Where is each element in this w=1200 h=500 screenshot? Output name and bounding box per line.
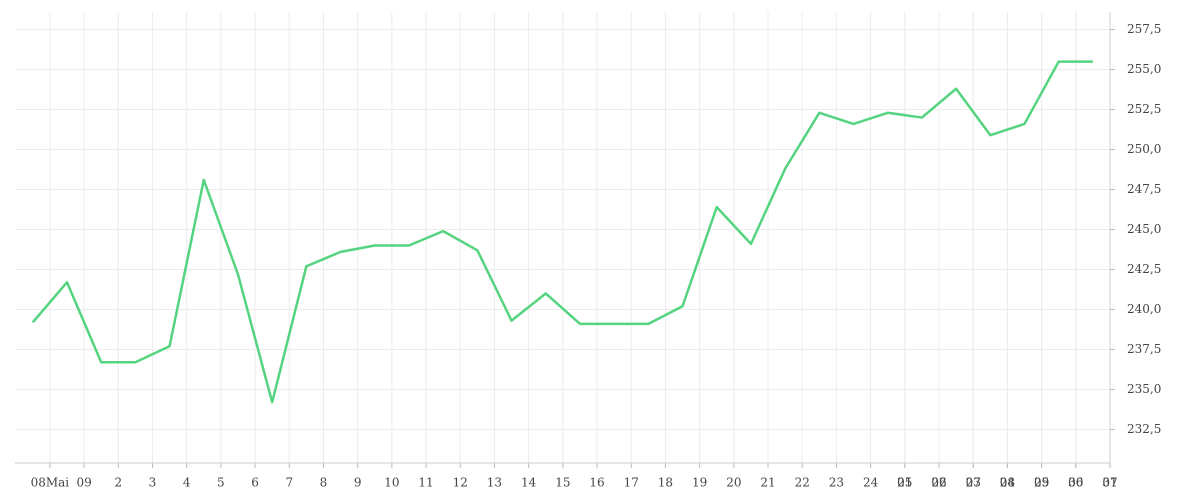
- x-tick-label: 19: [692, 476, 707, 490]
- x-tick-label: 11: [418, 476, 433, 490]
- x-tick-label: 08Mai: [31, 476, 70, 490]
- y-tick-label: 237,5: [1127, 342, 1161, 356]
- x-tick-label: 05: [1034, 476, 1049, 490]
- x-tick-label: 20: [726, 476, 741, 490]
- x-tick-label: 04: [1000, 476, 1016, 490]
- x-tick-label: 03: [966, 476, 981, 490]
- x-tick-label: 07: [1102, 476, 1117, 490]
- x-tick-label: 31: [1102, 476, 1117, 490]
- x-tick-label: 15: [555, 476, 570, 490]
- x-tick-label: 02: [931, 476, 946, 490]
- x-tick-label: 18: [658, 476, 673, 490]
- x-tick-label: 10: [384, 476, 399, 490]
- y-tick-label: 232,5: [1127, 422, 1161, 436]
- y-tick-label: 255,0: [1127, 62, 1161, 76]
- x-tick-label: 13: [487, 476, 502, 490]
- y-tick-label: 250,0: [1127, 142, 1161, 156]
- x-tick-label: 23: [829, 476, 844, 490]
- x-tick-label: 17: [624, 476, 639, 490]
- y-tick-label: 257,5: [1127, 22, 1161, 36]
- x-tick-label: 01: [897, 476, 912, 490]
- line: [31, 60, 1093, 404]
- y-tick-label: 245,0: [1127, 222, 1161, 236]
- x-tick-label: 16: [589, 476, 604, 490]
- x-tick-label: 28: [1000, 476, 1015, 490]
- y-tick-label: 235,0: [1127, 382, 1161, 396]
- x-tick-label: 2: [114, 476, 122, 490]
- x-tick-label: 24: [863, 476, 879, 490]
- x-tick-label: 9: [354, 476, 362, 490]
- y-tick-label: 252,5: [1127, 102, 1161, 116]
- x-tick-label: 29: [1034, 476, 1049, 490]
- y-tick-label: 242,5: [1127, 262, 1161, 276]
- x-tick-label: 12: [453, 476, 468, 490]
- x-tick-label: 22: [795, 476, 810, 490]
- x-tick-label: 06: [1068, 476, 1083, 490]
- x-tick-label: 5: [217, 476, 225, 490]
- x-tick-label: 26: [931, 476, 946, 490]
- y-tick-label: 240,0: [1127, 302, 1161, 316]
- x-tick-label: 21: [760, 476, 775, 490]
- x-tick-label: 7: [285, 476, 293, 490]
- y-tick-label: 247,5: [1127, 182, 1161, 196]
- x-tick-label: 27: [966, 476, 981, 490]
- x-tick-label: 3: [149, 476, 157, 490]
- x-tick-label: 30: [1068, 476, 1083, 490]
- x-tick-label: 09: [76, 476, 91, 490]
- x-tick-label: 6: [251, 476, 259, 490]
- x-tick-label: 25: [897, 476, 912, 490]
- x-tick-label: 14: [521, 476, 537, 490]
- x-tick-label: 8: [320, 476, 328, 490]
- x-tick-label: 4: [183, 476, 191, 490]
